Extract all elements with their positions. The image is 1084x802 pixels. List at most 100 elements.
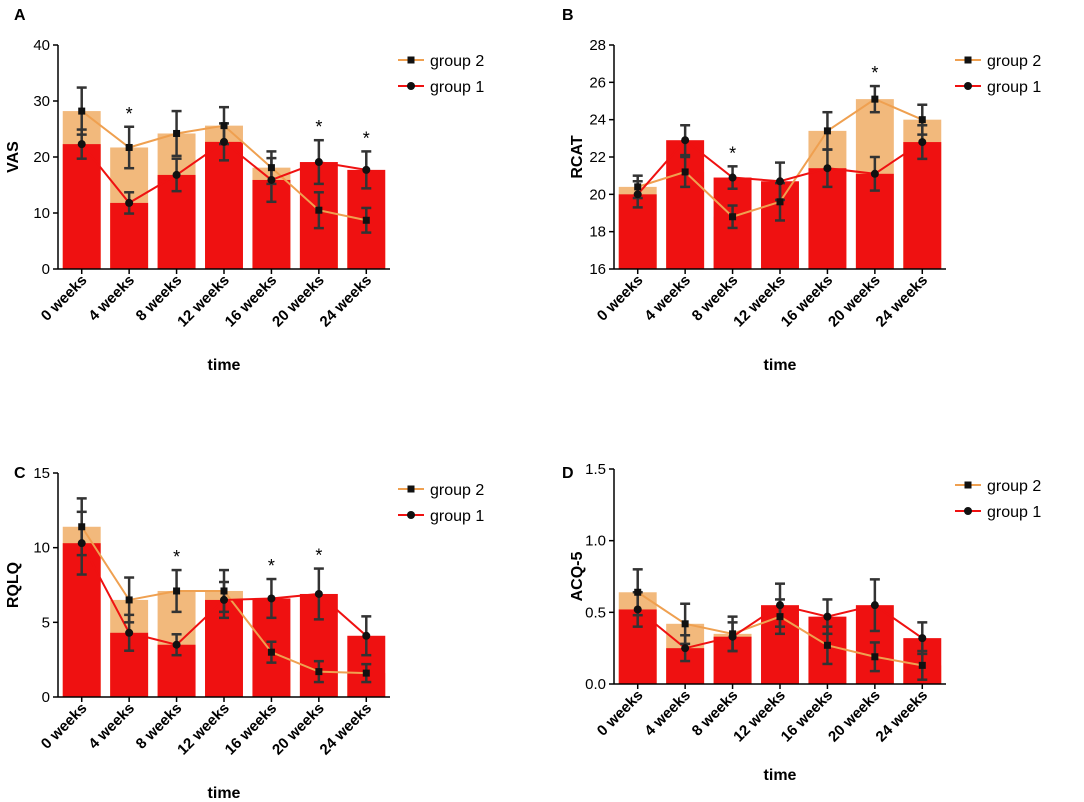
x-axis-title: time — [764, 767, 797, 784]
marker-group1 — [918, 634, 927, 643]
marker-group2 — [362, 216, 370, 224]
markers — [77, 523, 371, 677]
legend-marker-group1 — [964, 507, 972, 515]
marker-group1 — [633, 190, 642, 199]
panel-letter: B — [562, 7, 574, 24]
marker-group1 — [267, 175, 276, 184]
marker-group1 — [314, 158, 323, 167]
y-tick-label: 0 — [42, 261, 50, 278]
significance-marker: * — [315, 546, 322, 566]
marker-group2 — [78, 523, 86, 531]
marker-group1 — [125, 628, 134, 637]
x-axis-title: time — [208, 357, 241, 374]
marker-group2 — [776, 198, 784, 206]
bar-group1 — [903, 142, 942, 269]
x-tick-label: 4 weeks — [85, 272, 138, 325]
y-tick-label: 20 — [589, 186, 606, 203]
legend-label-group1: group 1 — [430, 79, 484, 96]
x-tick-label: 0 weeks — [594, 687, 647, 740]
marker-group1 — [220, 137, 228, 146]
marker-group1 — [125, 198, 134, 207]
marker-group2 — [125, 143, 133, 151]
marker-group2 — [634, 183, 642, 191]
marker-group2 — [173, 129, 181, 137]
y-tick-label: 15 — [33, 465, 50, 482]
y-tick-label: 1.0 — [585, 533, 606, 550]
y-tick-label: 24 — [589, 112, 606, 129]
x-axis-title: time — [764, 357, 797, 374]
significance-marker: * — [729, 143, 736, 163]
legend-marker-group2 — [407, 485, 415, 493]
x-tick-label: 24 weeks — [873, 272, 932, 331]
y-tick-label: 10 — [33, 205, 50, 222]
marker-group1 — [870, 169, 879, 178]
marker-group2 — [125, 596, 133, 604]
marker-group2 — [871, 653, 879, 661]
y-tick-label: 40 — [33, 37, 50, 54]
marker-group1 — [728, 173, 737, 182]
x-tick-label: 0 weeks — [594, 272, 647, 325]
marker-group1 — [362, 165, 371, 174]
marker-group2 — [362, 669, 370, 677]
marker-group2 — [220, 587, 228, 595]
marker-group1 — [220, 595, 228, 604]
marker-group1 — [172, 640, 181, 649]
y-tick-label: 22 — [589, 149, 606, 166]
marker-group1 — [77, 539, 86, 548]
significance-marker: * — [268, 556, 275, 576]
y-tick-label: 16 — [589, 261, 606, 278]
marker-group1 — [681, 644, 690, 653]
legend-marker-group1 — [407, 82, 415, 90]
markers — [633, 588, 927, 669]
legend-marker-group2 — [407, 56, 415, 64]
significance-marker: * — [315, 117, 322, 137]
panel-letter: D — [562, 465, 574, 482]
y-tick-label: 0.5 — [585, 604, 606, 621]
y-tick-label: 28 — [589, 37, 606, 54]
legend: group 2 group 1 — [398, 482, 484, 525]
marker-group1 — [823, 612, 832, 621]
marker-group2 — [267, 164, 275, 172]
y-tick-label: 0.0 — [585, 676, 606, 693]
marker-group2 — [681, 620, 689, 628]
marker-group1 — [776, 177, 784, 186]
legend: group 2 group 1 — [398, 53, 484, 96]
marker-group1 — [823, 164, 832, 173]
legend: group 2 group 1 — [955, 53, 1041, 96]
x-axis-title: time — [208, 785, 241, 802]
x-tick-label: 4 weeks — [641, 272, 694, 325]
marker-group1 — [681, 136, 690, 145]
y-tick-label: 30 — [33, 93, 50, 110]
y-tick-label: 20 — [33, 149, 50, 166]
marker-group2 — [823, 127, 831, 135]
bars — [618, 99, 942, 270]
marker-group1 — [172, 170, 181, 179]
bars — [62, 111, 386, 269]
panel-letter: A — [14, 7, 26, 24]
legend-label-group2: group 2 — [987, 53, 1041, 70]
marker-group1 — [918, 138, 927, 147]
marker-group1 — [362, 631, 371, 640]
marker-group2 — [315, 668, 323, 676]
markers — [77, 107, 371, 224]
marker-group2 — [634, 588, 642, 596]
marker-group2 — [729, 213, 737, 221]
marker-group2 — [681, 168, 689, 176]
marker-group1 — [728, 632, 737, 641]
y-tick-label: 0 — [42, 689, 50, 706]
marker-group2 — [267, 648, 275, 656]
x-tick-label: 4 weeks — [641, 687, 694, 740]
y-tick-label: 1.5 — [585, 461, 606, 478]
y-axis-title: VAS — [5, 141, 22, 173]
legend-marker-group1 — [407, 511, 415, 519]
y-axis-title: RQLQ — [5, 562, 22, 608]
marker-group2 — [776, 613, 784, 621]
legend-label-group2: group 2 — [430, 53, 484, 70]
x-tick-label: 24 weeks — [317, 700, 376, 759]
marker-group1 — [77, 140, 86, 149]
y-tick-label: 18 — [589, 224, 606, 241]
